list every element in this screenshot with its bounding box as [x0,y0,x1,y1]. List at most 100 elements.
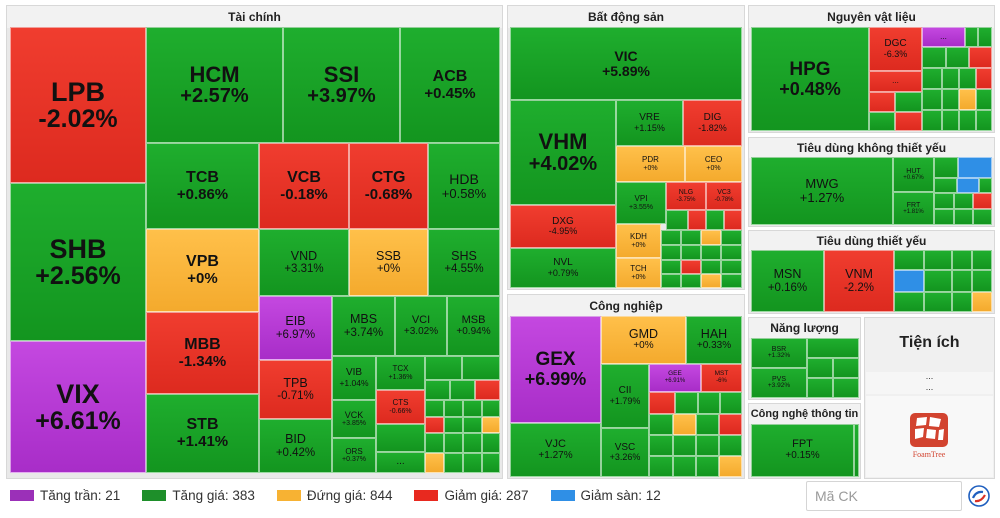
mini-tile[interactable] [681,230,701,245]
tile-ssi[interactable]: SSI +3.97% [283,27,400,143]
tile-ors[interactable]: ORS +0.37% [332,438,376,473]
tile-hpg[interactable]: HPG +0.48% [751,27,869,131]
mini-tile[interactable] [719,414,742,435]
mini-tile[interactable] [475,380,500,400]
mini-tile[interactable] [895,112,922,131]
tile-pvs[interactable]: PVS +3.92% [751,368,807,398]
mini-tile[interactable] [922,68,942,89]
mini-tile[interactable] [954,193,973,209]
mini-tile[interactable] [376,424,425,452]
tile-ceo[interactable]: CEO +0% [685,146,742,182]
mini-tile[interactable] [721,260,742,274]
mini-tile[interactable] [894,250,924,270]
mini-tile[interactable] [649,392,675,414]
mini-tile[interactable] [922,89,942,110]
tile-tpb[interactable]: TPB -0.71% [259,360,332,419]
mini-tile[interactable] [924,270,952,292]
mini-tile[interactable] [942,110,959,131]
tile-bid[interactable]: BID +0.42% [259,419,332,473]
mini-tile[interactable] [972,292,992,312]
tile-hdb[interactable]: HDB +0.58% [428,143,500,229]
mini-tile[interactable] [959,89,976,110]
tile-dgc[interactable]: DGC -6.3% [869,27,922,71]
mini-tile[interactable] [976,110,992,131]
tile-vci[interactable]: VCI +3.02% [395,296,447,356]
mini-tile[interactable] [934,157,958,178]
tile-hut[interactable]: HUT +0.67% [893,157,934,192]
mini-tile[interactable] [959,68,976,89]
tile-vnm[interactable]: VNM -2.2% [824,250,894,312]
mini-tile[interactable] [973,209,992,225]
mini-tile[interactable] [942,89,959,110]
mini-tile[interactable] [942,68,959,89]
tile-ssb[interactable]: SSB +0% [349,229,428,296]
tile-hah[interactable]: HAH +0.33% [686,316,742,364]
mini-tile[interactable] [807,338,859,358]
mini-tile[interactable] [463,417,482,433]
tile-vck[interactable]: VCK +3.85% [332,400,376,438]
tile-gex[interactable]: GEX +6.99% [510,316,601,423]
mini-tile[interactable] [922,110,942,131]
tile-nlg[interactable]: NLG -3.75% [666,182,706,210]
tile-hcm[interactable]: HCM +2.57% [146,27,283,143]
mini-tile[interactable] [973,193,992,209]
mini-tile[interactable] [869,92,895,112]
mini-tile[interactable] [673,414,696,435]
mini-tile[interactable] [720,392,742,414]
tile-vib[interactable]: VIB +1.04% [332,356,376,400]
tile-shs[interactable]: SHS +4.55% [428,229,500,296]
mini-tile[interactable] [924,292,952,312]
tile-tcx[interactable]: TCX +1.36% [376,356,425,390]
mini-tile[interactable] [701,274,721,288]
mini-tile[interactable] [952,292,972,312]
mini-tile[interactable] [894,292,924,312]
mini-tile[interactable] [444,433,463,453]
tile-cts[interactable]: CTS -0.66% [376,390,425,424]
mini-tile[interactable] [661,230,681,245]
mini-tile[interactable] [444,417,463,433]
mini-tile[interactable] [482,453,500,473]
mini-tile[interactable] [649,456,673,477]
mini-tile[interactable] [979,178,992,193]
mini-tile[interactable] [924,250,952,270]
tile-eib[interactable]: EIB +6.97% [259,296,332,360]
more-tiles[interactable]: ... [866,372,993,384]
tile-vcb[interactable]: VCB -0.18% [259,143,349,229]
tile-vnd[interactable]: VND +3.31% [259,229,349,296]
tile-dig[interactable]: DIG -1.82% [683,100,742,146]
mini-tile[interactable] [701,245,721,260]
tile-tch[interactable]: TCH +0% [616,258,661,288]
mini-tile[interactable] [661,260,681,274]
mini-tile[interactable] [425,400,444,417]
mini-tile[interactable] [673,456,696,477]
tile-acb[interactable]: ACB +0.45% [400,27,500,143]
tile-fpt[interactable]: FPT +0.15% [751,424,854,477]
mini-tile[interactable] [934,178,957,193]
tile-tcb[interactable]: TCB +0.86% [146,143,259,229]
mini-tile[interactable] [425,433,444,453]
mini-tile[interactable] [681,260,701,274]
mini-tile[interactable] [959,110,976,131]
mini-tile[interactable] [957,178,979,193]
mini-tile[interactable] [952,250,972,270]
tile-gmd[interactable]: GMD +0% [601,316,686,364]
tile-bsr[interactable]: BSR +1.32% [751,338,807,368]
tile-frt[interactable]: FRT +1.81% [893,192,934,225]
mini-tile[interactable] [833,378,859,398]
tile-gee[interactable]: GEE +6.91% [649,364,701,392]
mini-tile[interactable] [721,245,742,260]
refresh-logo-icon[interactable] [968,485,990,507]
mini-tile[interactable] [681,274,701,288]
stock-code-search-input[interactable] [806,481,962,511]
mini-tile[interactable] [450,380,475,400]
mini-tile[interactable] [724,210,742,230]
mini-tile[interactable] [706,210,724,230]
mini-tile[interactable] [661,245,681,260]
mini-tile[interactable] [463,400,482,417]
mini-tile[interactable] [719,435,742,456]
mini-tile[interactable] [934,209,954,225]
mini-tile[interactable] [869,112,895,131]
mini-tile[interactable] [922,47,946,68]
mini-tile[interactable] [946,47,969,68]
mini-tile[interactable] [895,92,922,112]
